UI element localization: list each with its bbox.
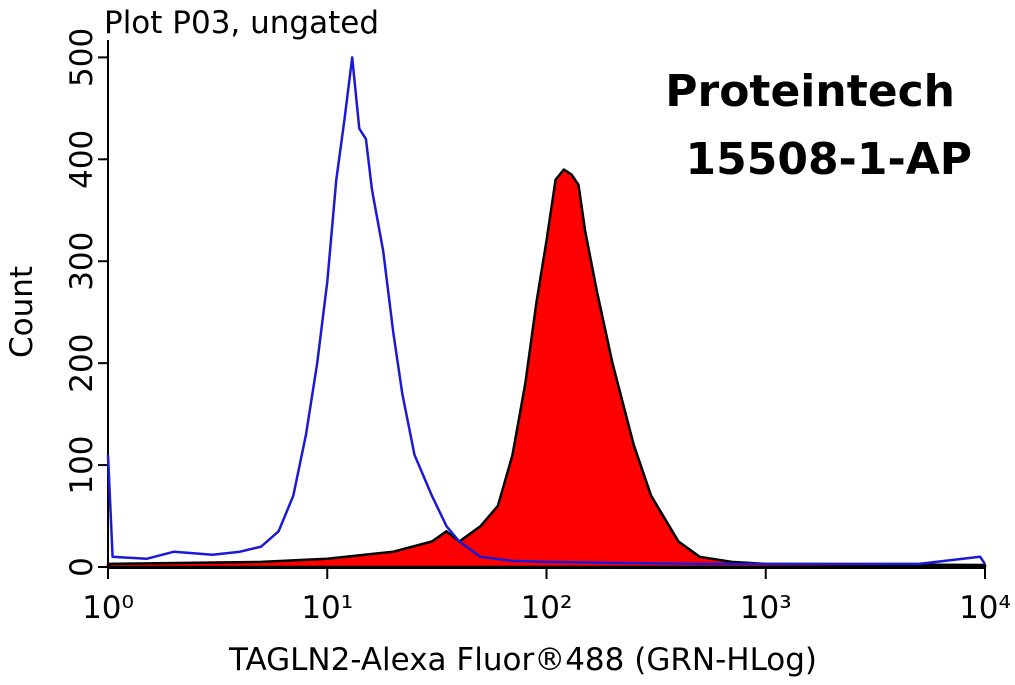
y-tick-label: 500 [64,28,100,87]
x-axis-label: TAGLN2-Alexa Fluor®488 (GRN-HLog) [228,642,817,678]
annotation: 15508-1-AP [685,134,972,185]
y-axis-label: Count [4,266,40,358]
y-tick-label: 300 [64,232,100,291]
histogram-line [106,56,987,566]
annotation: Proteintech [665,66,955,117]
y-tick-label: 400 [64,130,100,189]
x-tick-label: 10² [521,590,573,626]
y-tick-label: 0 [64,557,100,577]
histogram-area [106,168,987,569]
x-tick-label: 10⁴ [959,590,1011,626]
x-tick-label: 10¹ [301,590,353,626]
chart-title: Plot P03, ungated [104,5,379,41]
x-tick-label: 10⁰ [82,590,134,626]
y-tick-label: 100 [64,435,100,494]
x-tick-label: 10³ [740,590,792,626]
y-tick-label: 200 [64,334,100,393]
